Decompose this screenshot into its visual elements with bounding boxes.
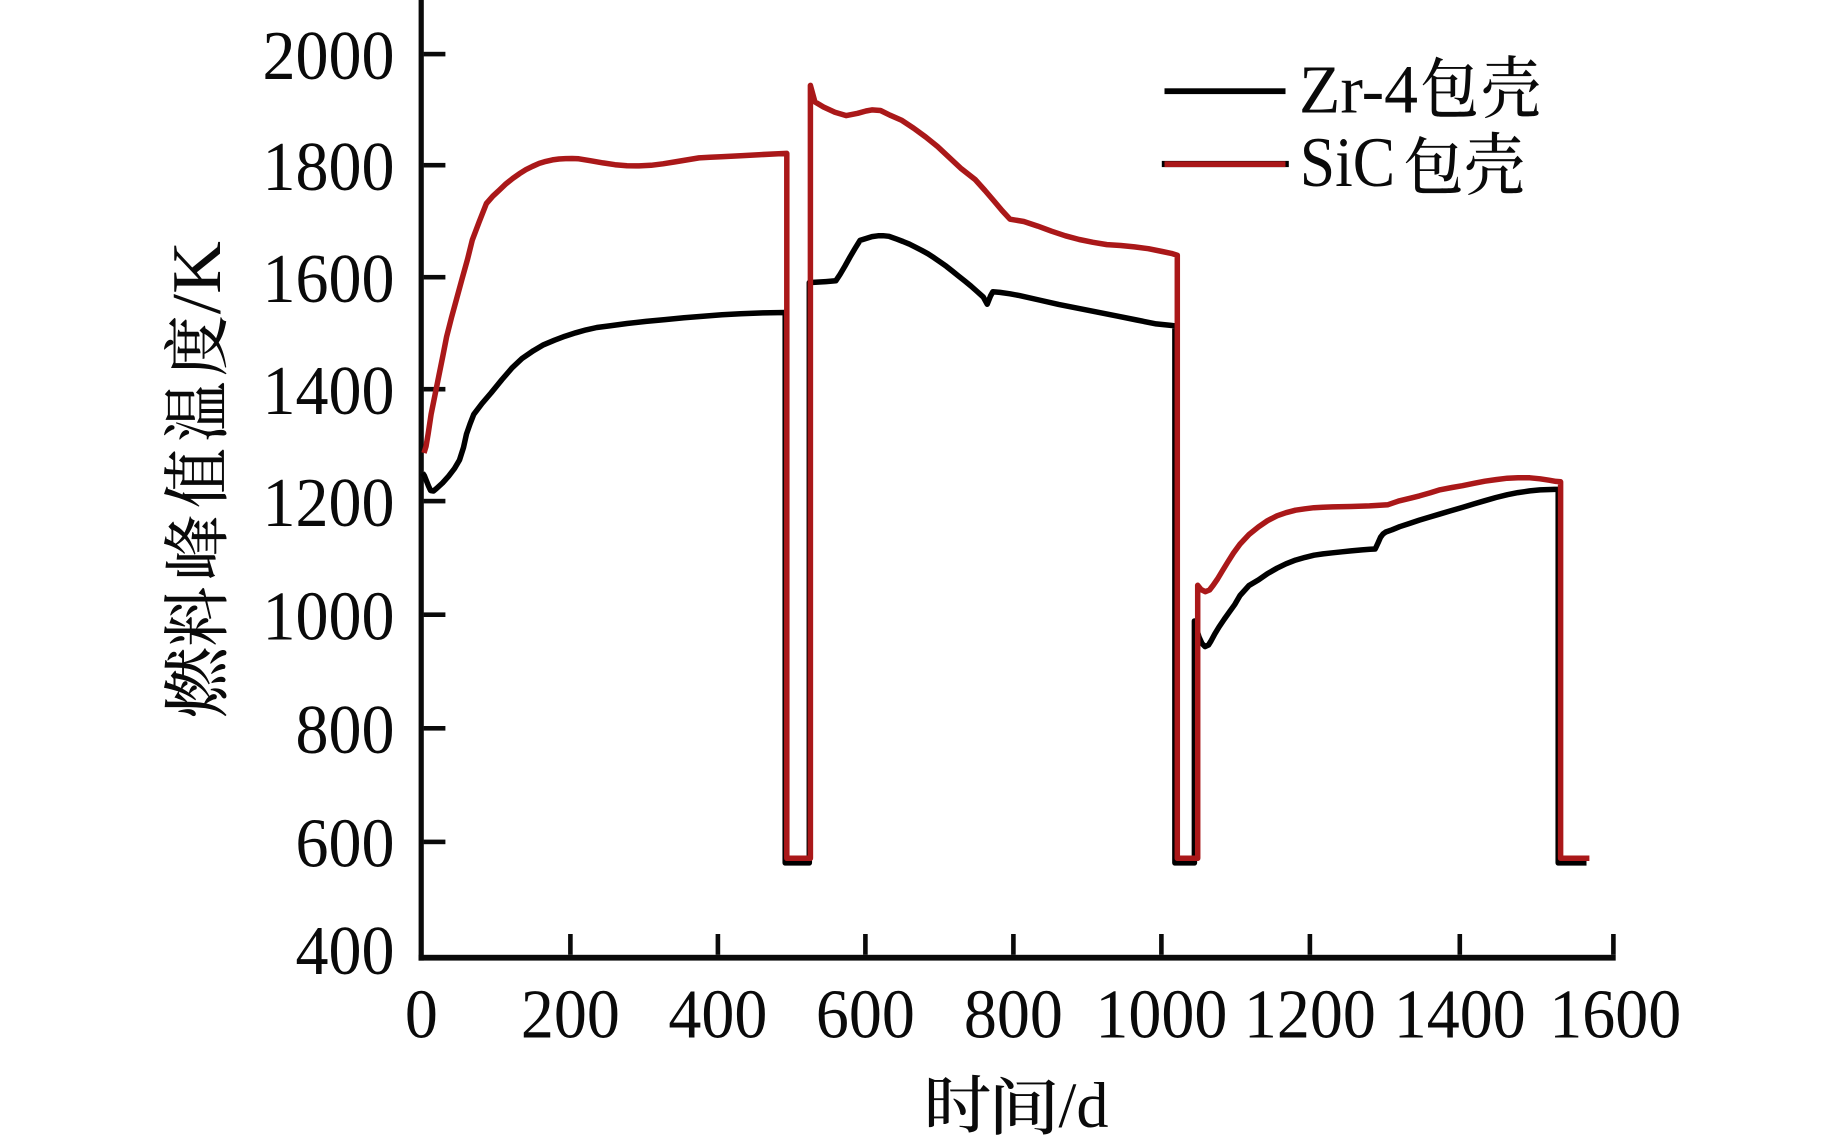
svg-text:/K: /K — [159, 241, 236, 314]
svg-text:0: 0 — [405, 976, 438, 1053]
svg-text:400: 400 — [668, 976, 767, 1053]
svg-text:1600: 1600 — [1549, 976, 1681, 1053]
svg-text:200: 200 — [521, 976, 620, 1053]
svg-text:1400: 1400 — [1394, 976, 1526, 1053]
svg-text:800: 800 — [964, 976, 1063, 1053]
svg-text:/d: /d — [1059, 1070, 1109, 1136]
svg-text:1800: 1800 — [263, 129, 395, 206]
svg-text:400: 400 — [296, 913, 395, 990]
svg-text:2000: 2000 — [263, 18, 395, 95]
svg-text:1000: 1000 — [263, 579, 395, 656]
svg-text:600: 600 — [296, 806, 395, 883]
svg-text:1000: 1000 — [1095, 976, 1227, 1053]
svg-text:1200: 1200 — [1244, 976, 1376, 1053]
svg-text:SiC: SiC — [1300, 124, 1396, 202]
svg-text:800: 800 — [296, 692, 395, 769]
svg-text:1200: 1200 — [263, 465, 395, 542]
svg-text:1400: 1400 — [263, 353, 395, 430]
svg-text:600: 600 — [816, 976, 915, 1053]
svg-text:Zr-4: Zr-4 — [1299, 51, 1418, 127]
svg-text:1600: 1600 — [263, 241, 395, 318]
